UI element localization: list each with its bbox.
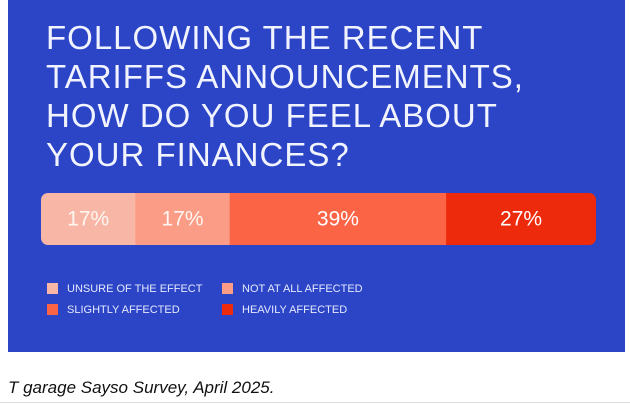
legend: UNSURE OF THE EFFECT NOT AT ALL AFFECTED S… [47,283,363,316]
title-line: TARIFFS ANNOUNCEMENTS, [46,58,524,95]
value-label: 17% [162,208,204,231]
bar-segment [446,193,596,245]
value-label: 39% [317,208,359,231]
title-line: YOUR FINANCES? [46,136,350,173]
legend-swatch [222,283,233,294]
legend-swatch [47,304,58,315]
bar-segment [229,193,447,245]
title-line: HOW DO YOU FEEL ABOUT [46,97,498,134]
legend-swatch [222,304,233,315]
bar-segment [135,193,231,245]
chart-panel [8,0,625,352]
legend-label: UNSURE OF THE EFFECT [67,283,203,295]
bar-segment [41,193,136,245]
chart: 17% 17% 39% 27% UNSURE OF THE EFFECT NOT AT … [41,193,596,316]
chart-title: FOLLOWING THE RECENT TARIFFS ANNOUNCEMENT… [46,18,524,174]
legend-label: SLIGHTLY AFFECTED [67,304,180,316]
divider [0,402,630,403]
label-group: 17% 17% 39% 27% [67,208,542,231]
value-label: 27% [500,208,542,231]
legend-label: NOT AT ALL AFFECTED [242,283,363,295]
title-line: FOLLOWING THE RECENT [46,19,484,56]
bar-group [41,193,596,245]
legend-swatch [47,283,58,294]
legend-label: HEAVILY AFFECTED [242,304,347,316]
value-label: 17% [67,208,109,231]
caption: T garage Sayso Survey, April 2025. [8,378,275,397]
